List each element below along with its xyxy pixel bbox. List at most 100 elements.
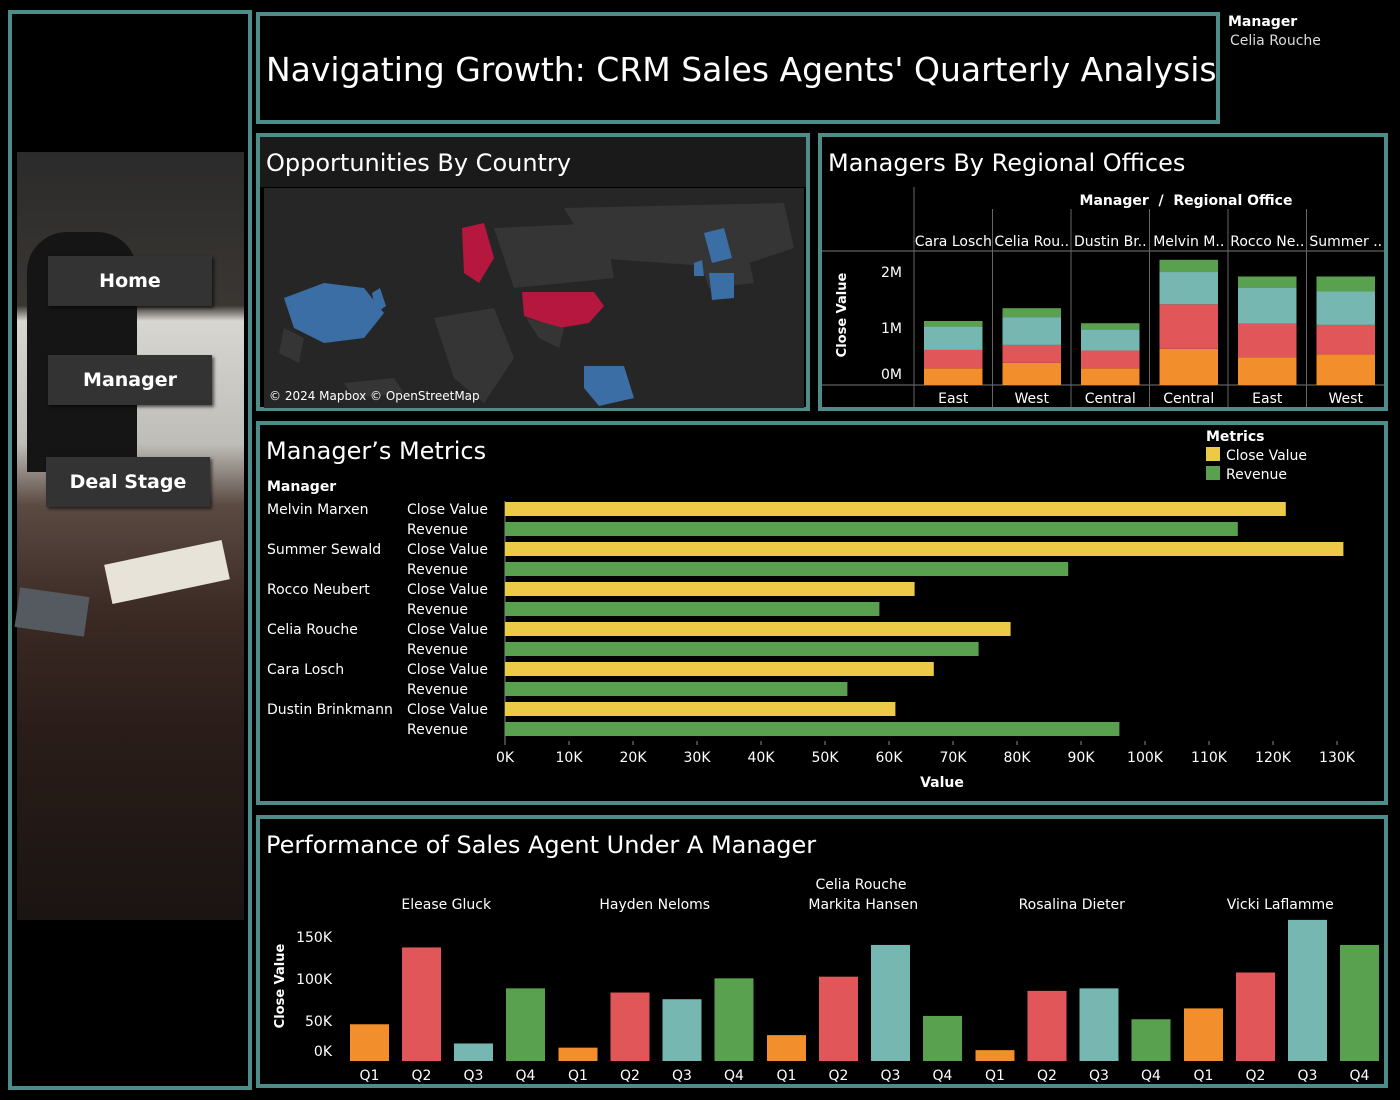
regional-chart: Manager / Regional Office Close Value 2M… (822, 187, 1384, 407)
regional-bar-segment (1316, 324, 1375, 355)
regional-bar-segment (924, 368, 983, 385)
metrics-bar (505, 562, 1069, 576)
perf-quarter-label: Q2 (1037, 1068, 1057, 1084)
regional-y-label: Close Value (835, 272, 850, 357)
metrics-measure-label: Close Value (407, 542, 488, 558)
metrics-measure-label: Revenue (407, 562, 468, 578)
photo-book (104, 539, 230, 605)
photo-laptop (14, 587, 90, 637)
perf-manager-name: Celia Rouche (816, 877, 907, 893)
metrics-manager-header: Manager (267, 479, 336, 495)
legend-item-revenue[interactable]: Revenue (1206, 466, 1307, 483)
land-brazil (584, 366, 634, 406)
land-indonesia (344, 378, 404, 398)
perf-bar (1027, 990, 1067, 1061)
perf-quarter-label: Q1 (985, 1068, 1005, 1084)
metrics-x-tick-label: 20K (620, 750, 648, 766)
perf-bar (714, 978, 754, 1061)
perf-quarter-label: Q4 (516, 1068, 536, 1084)
land-china (284, 283, 384, 343)
performance-chart: Celia Rouche Close Value 150K 100K 50K 0… (273, 877, 1379, 1084)
perf-bar (819, 976, 858, 1061)
metrics-legend-title: Metrics (1206, 429, 1265, 445)
perf-y-tick-100k: 100K (296, 972, 333, 988)
perf-quarter-label: Q4 (1141, 1068, 1161, 1084)
regional-bar-segment (1159, 259, 1218, 273)
metrics-measure-label: Revenue (407, 602, 468, 618)
perf-bar (1288, 919, 1327, 1061)
metrics-x-tick-label: 0K (496, 750, 515, 766)
metrics-measure-label: Close Value (407, 502, 488, 518)
metrics-measure-label: Close Value (407, 702, 488, 718)
metrics-bar (505, 542, 1344, 556)
regional-bar-segment (1081, 368, 1140, 385)
perf-marks: Elease Gluck Q1 Q2 Q3 Q4 Hayden Neloms Q1 Q2 Q3 Q… (350, 897, 1379, 1084)
deal-stage-button[interactable]: Deal Stage (46, 457, 210, 507)
manager-filter[interactable]: Manager Celia Rouche (1228, 14, 1388, 58)
perf-bar (1079, 988, 1119, 1061)
world-map[interactable]: © 2024 Mapbox © OpenStreetMap (264, 188, 804, 408)
perf-bar (871, 944, 910, 1061)
legend-item-close-value[interactable]: Close Value (1206, 447, 1307, 464)
regional-bar-segment (1002, 317, 1061, 345)
performance-panel: Performance of Sales Agent Under A Manag… (256, 815, 1388, 1088)
perf-bar (402, 947, 441, 1061)
title-panel: Navigating Growth: CRM Sales Agents' Qua… (256, 12, 1220, 124)
metrics-x-tick-label: 60K (876, 750, 904, 766)
metrics-x-tick-label: 100K (1127, 750, 1164, 766)
metrics-manager-label: Melvin Marxen (267, 502, 368, 518)
manager-filter-value[interactable]: Celia Rouche (1230, 33, 1321, 49)
metrics-measure-label: Close Value (407, 582, 488, 598)
perf-agent-label: Elease Gluck (401, 897, 492, 913)
regional-office-label: Central (1085, 391, 1136, 407)
perf-quarter-label: Q3 (464, 1068, 484, 1084)
metrics-manager-label: Rocco Neubert (267, 582, 370, 598)
map-title-bar (260, 137, 806, 187)
perf-quarter-label: Q1 (1194, 1068, 1214, 1084)
page-title: Navigating Growth: CRM Sales Agents' Qua… (266, 50, 1217, 89)
regional-bar-segment (1002, 362, 1061, 385)
regional-marks: Cara Losch East Celia Rou.. West Dustin Br..… (822, 187, 1384, 407)
regional-bar-segment (1316, 291, 1375, 325)
regional-bar-segment (924, 321, 983, 327)
perf-bar (610, 992, 650, 1061)
regional-manager-label: Dustin Br.. (1074, 234, 1147, 250)
perf-quarter-label: Q3 (672, 1068, 692, 1084)
metrics-bar (505, 662, 934, 676)
perf-quarter-label: Q2 (620, 1068, 640, 1084)
home-button[interactable]: Home (48, 256, 212, 306)
land-w-europe (709, 273, 734, 300)
perf-y-tick-50k: 50K (305, 1014, 333, 1030)
regional-bar-segment (924, 326, 983, 350)
regional-bar-segment (1238, 276, 1297, 288)
perf-quarter-label: Q3 (881, 1068, 901, 1084)
metrics-manager-label: Cara Losch (267, 662, 344, 678)
metrics-x-tick-label: 90K (1068, 750, 1096, 766)
perf-bar (923, 1015, 962, 1061)
metrics-bar (505, 642, 979, 656)
land-usa (522, 292, 604, 328)
metrics-measure-label: Close Value (407, 622, 488, 638)
perf-quarter-label: Q1 (777, 1068, 797, 1084)
metrics-x-tick-label: 50K (812, 750, 840, 766)
regional-bar-segment (1081, 329, 1140, 351)
regional-bar-segment (1002, 308, 1061, 318)
metrics-manager-label: Celia Rouche (267, 622, 358, 638)
regional-bar-segment (924, 349, 983, 369)
land-alaska (462, 223, 494, 283)
perf-bar (1184, 1008, 1223, 1061)
manager-button[interactable]: Manager (48, 355, 212, 405)
land-india (279, 328, 304, 363)
metrics-bar (505, 682, 848, 696)
metrics-bar (505, 502, 1286, 516)
perf-quarter-label: Q1 (568, 1068, 588, 1084)
regional-bar-segment (1316, 276, 1375, 292)
regional-title: Managers By Regional Offices (828, 149, 1186, 177)
regional-office-label: West (1329, 391, 1364, 407)
perf-bar (1340, 944, 1379, 1061)
regional-header: Manager / Regional Office (1080, 193, 1293, 209)
metrics-x-tick-label: 110K (1191, 750, 1228, 766)
metrics-x-label: Value (920, 775, 964, 791)
perf-bar (350, 1024, 389, 1061)
regional-bar-segment (1159, 304, 1218, 349)
